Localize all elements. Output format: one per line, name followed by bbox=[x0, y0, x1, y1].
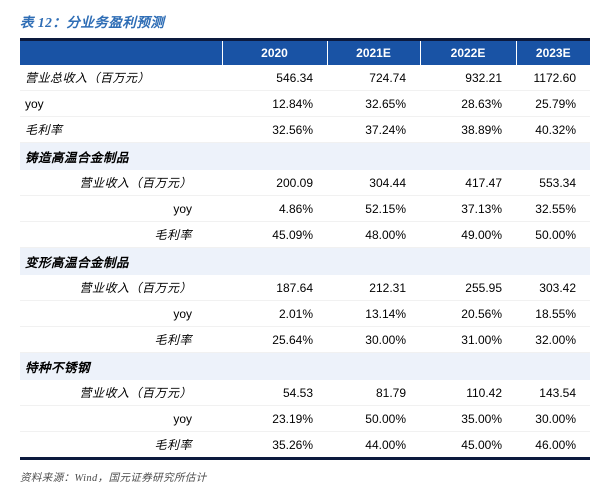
segment-profit-forecast-table: 2020 2021E 2022E 2023E 营业总收入（百万元） 546.34… bbox=[20, 38, 590, 460]
table-row: 营业总收入（百万元） 546.34 724.74 932.21 1172.60 bbox=[20, 65, 590, 91]
cell-value: 32.65% bbox=[327, 90, 420, 117]
cell-value: 38.89% bbox=[420, 116, 516, 143]
cell-value: 40.32% bbox=[516, 116, 590, 143]
cell-value: 31.00% bbox=[420, 326, 516, 353]
cell-value: 546.34 bbox=[222, 65, 327, 91]
table-row: yoy 2.01% 13.14% 20.56% 18.55% bbox=[20, 300, 590, 327]
section-header-row: 变形高温合金制品 bbox=[20, 247, 590, 275]
cell-value: 30.00% bbox=[516, 405, 590, 432]
row-label: 毛利率 bbox=[20, 116, 222, 143]
row-label: 营业收入（百万元） bbox=[20, 170, 222, 196]
cell-value: 46.00% bbox=[516, 431, 590, 459]
row-label: 毛利率 bbox=[20, 431, 222, 459]
cell-value: 143.54 bbox=[516, 380, 590, 406]
section-header-row: 铸造高温合金制品 bbox=[20, 142, 590, 170]
cell-value: 44.00% bbox=[327, 431, 420, 459]
cell-value: 30.00% bbox=[327, 326, 420, 353]
row-label: yoy bbox=[20, 405, 222, 432]
cell-value: 2.01% bbox=[222, 300, 327, 327]
cell-value: 54.53 bbox=[222, 380, 327, 406]
cell-value: 35.26% bbox=[222, 431, 327, 459]
row-label: 营业收入（百万元） bbox=[20, 380, 222, 406]
table-row: yoy 12.84% 32.65% 28.63% 25.79% bbox=[20, 90, 590, 117]
section-label: 铸造高温合金制品 bbox=[20, 142, 590, 170]
cell-value: 187.64 bbox=[222, 275, 327, 301]
column-header-2022e: 2022E bbox=[420, 39, 517, 65]
cell-value: 81.79 bbox=[327, 380, 420, 406]
table-row: 毛利率 45.09% 48.00% 49.00% 50.00% bbox=[20, 221, 590, 248]
cell-value: 20.56% bbox=[420, 300, 516, 327]
table-row: yoy 4.86% 52.15% 37.13% 32.55% bbox=[20, 195, 590, 222]
cell-value: 50.00% bbox=[327, 405, 420, 432]
cell-value: 45.00% bbox=[420, 431, 516, 459]
cell-value: 1172.60 bbox=[516, 65, 590, 91]
table-header-row: 2020 2021E 2022E 2023E bbox=[20, 39, 590, 65]
cell-value: 37.24% bbox=[327, 116, 420, 143]
table-row: 营业收入（百万元） 187.64 212.31 255.95 303.42 bbox=[20, 275, 590, 301]
source-note: 资料来源：Wind，国元证券研究所估计 bbox=[20, 473, 207, 484]
cell-value: 4.86% bbox=[222, 195, 327, 222]
row-label: 毛利率 bbox=[20, 326, 222, 353]
table-row: yoy 23.19% 50.00% 35.00% 30.00% bbox=[20, 405, 590, 432]
cell-value: 932.21 bbox=[420, 65, 516, 91]
row-label: 营业总收入（百万元） bbox=[20, 65, 222, 91]
section-label: 特种不锈钢 bbox=[20, 352, 590, 380]
cell-value: 32.56% bbox=[222, 116, 327, 143]
cell-value: 417.47 bbox=[420, 170, 516, 196]
cell-value: 553.34 bbox=[516, 170, 590, 196]
cell-value: 50.00% bbox=[516, 221, 590, 248]
column-header-2020: 2020 bbox=[222, 39, 328, 65]
cell-value: 25.79% bbox=[516, 90, 590, 117]
table-row: 毛利率 25.64% 30.00% 31.00% 32.00% bbox=[20, 326, 590, 353]
page-title: 表 12：分业务盈利预测 bbox=[20, 15, 165, 30]
cell-value: 49.00% bbox=[420, 221, 516, 248]
cell-value: 304.44 bbox=[327, 170, 420, 196]
cell-value: 212.31 bbox=[327, 275, 420, 301]
column-header-2021e: 2021E bbox=[327, 39, 421, 65]
column-header-2023e: 2023E bbox=[516, 39, 590, 65]
cell-value: 48.00% bbox=[327, 221, 420, 248]
cell-value: 45.09% bbox=[222, 221, 327, 248]
row-label: 毛利率 bbox=[20, 221, 222, 248]
cell-value: 28.63% bbox=[420, 90, 516, 117]
cell-value: 35.00% bbox=[420, 405, 516, 432]
section-header-row: 特种不锈钢 bbox=[20, 352, 590, 380]
section-label: 变形高温合金制品 bbox=[20, 247, 590, 275]
cell-value: 13.14% bbox=[327, 300, 420, 327]
row-label: yoy bbox=[20, 300, 222, 327]
row-label: 营业收入（百万元） bbox=[20, 275, 222, 301]
row-label: yoy bbox=[20, 195, 222, 222]
cell-value: 724.74 bbox=[327, 65, 420, 91]
table-row: 毛利率 35.26% 44.00% 45.00% 46.00% bbox=[20, 431, 590, 459]
cell-value: 25.64% bbox=[222, 326, 327, 353]
cell-value: 52.15% bbox=[327, 195, 420, 222]
cell-value: 37.13% bbox=[420, 195, 516, 222]
cell-value: 255.95 bbox=[420, 275, 516, 301]
cell-value: 18.55% bbox=[516, 300, 590, 327]
table-row: 营业收入（百万元） 200.09 304.44 417.47 553.34 bbox=[20, 170, 590, 196]
table-row: 营业收入（百万元） 54.53 81.79 110.42 143.54 bbox=[20, 380, 590, 406]
row-label: yoy bbox=[20, 90, 222, 117]
cell-value: 32.00% bbox=[516, 326, 590, 353]
cell-value: 110.42 bbox=[420, 380, 516, 406]
cell-value: 23.19% bbox=[222, 405, 327, 432]
table-row: 毛利率 32.56% 37.24% 38.89% 40.32% bbox=[20, 116, 590, 143]
cell-value: 12.84% bbox=[222, 90, 327, 117]
cell-value: 303.42 bbox=[516, 275, 590, 301]
cell-value: 32.55% bbox=[516, 195, 590, 222]
cell-value: 200.09 bbox=[222, 170, 327, 196]
column-header-label bbox=[20, 39, 223, 65]
